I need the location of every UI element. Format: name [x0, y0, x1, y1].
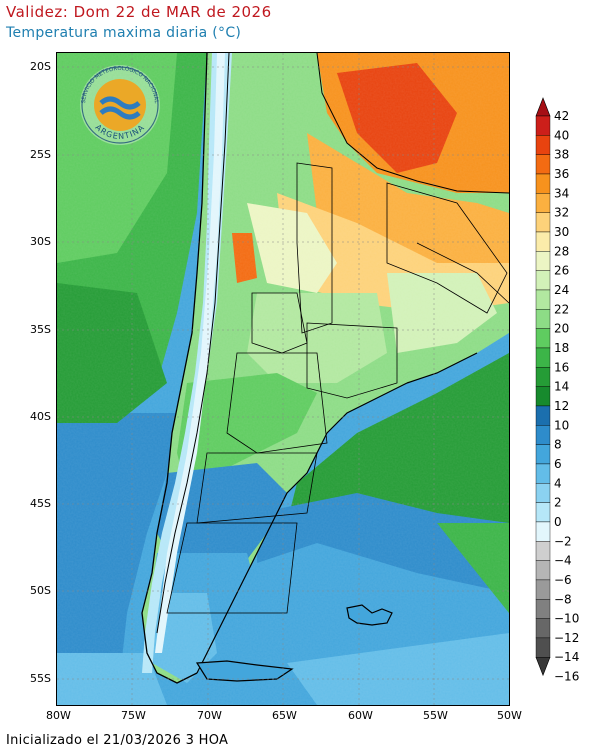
colorbar-swatch: [535, 425, 551, 445]
buenos-aires-coastline: [326, 382, 408, 434]
colorbar-swatch: [535, 618, 551, 639]
colorbar-label: 40: [554, 128, 569, 142]
wave-icon: [99, 96, 141, 110]
colorbar-label: 42: [554, 109, 569, 123]
colorbar-label: 12: [554, 399, 569, 413]
colorbar-swatch: [535, 328, 551, 349]
malvinas-islands: [346, 604, 393, 626]
colorbar-swatch: [535, 231, 551, 252]
bolivia-border: [316, 53, 509, 194]
smn-logo: SERVICIO METEOROLÓGICO NACIONAL ARGENTIN…: [80, 65, 160, 145]
province-borders-7: [166, 522, 298, 614]
lon-label: 70W: [197, 709, 222, 722]
lon-label: 75W: [121, 709, 146, 722]
colorbar-label: −4: [554, 554, 572, 568]
colorbar-swatch: [535, 135, 551, 155]
lat-label: 50S: [30, 584, 51, 597]
lon-label: 80W: [46, 709, 71, 722]
colorbar-swatch: [535, 560, 551, 581]
province-borders-3: [306, 322, 398, 399]
colorbar-swatch: [535, 541, 551, 561]
rio-de-la-plata-coast: [406, 352, 478, 384]
init-footer: Inicializado el 21/03/2026 3 HOA: [6, 733, 229, 748]
colorbar-label: 32: [554, 206, 569, 220]
lat-label: 30S: [30, 235, 51, 248]
colorbar-label: 2: [554, 496, 562, 510]
colorbar-swatch: [535, 154, 551, 175]
colorbar-label: −2: [554, 534, 572, 548]
province-borders-5: [226, 352, 328, 454]
colorbar-swatch: [535, 347, 551, 368]
colorbar-swatch: [535, 289, 551, 310]
colorbar-swatch: [535, 309, 551, 329]
province-borders-2: [251, 292, 308, 354]
paraguay-border: [416, 242, 509, 304]
lat-label: 35S: [30, 323, 51, 336]
atlantic-coastline: [196, 432, 328, 674]
colorbar-swatch: [535, 521, 551, 542]
map-frame: SERVICIO METEOROLÓGICO NACIONAL ARGENTIN…: [56, 52, 510, 706]
colorbar-label: 8: [554, 438, 562, 452]
tierra-del-fuego-island: [195, 660, 294, 682]
colorbar-label: −6: [554, 573, 572, 587]
colorbar-swatch: [535, 502, 551, 523]
colorbar-label: 36: [554, 167, 569, 181]
temperature-map: SERVICIO METEOROLÓGICO NACIONAL ARGENTIN…: [57, 53, 509, 705]
lat-label: 45S: [30, 497, 51, 510]
colorbar-swatch: [535, 173, 551, 194]
lat-label: 40S: [30, 410, 51, 423]
validity-title: Validez: Dom 22 de MAR de 2026: [6, 3, 272, 21]
lon-label: 65W: [272, 709, 297, 722]
lon-label: 50W: [497, 709, 522, 722]
colorbar-swatch: [535, 463, 551, 484]
colorbar-label: 18: [554, 341, 569, 355]
argentina-chile-border: [156, 53, 230, 634]
province-borders-6: [196, 452, 318, 524]
lat-label: 20S: [30, 60, 51, 73]
colorbar-swatch: [535, 212, 551, 233]
colorbar-label: 30: [554, 225, 569, 239]
province-borders-4: [386, 182, 508, 314]
colorbar-swatch: [535, 115, 551, 136]
province-borders-1: [296, 162, 333, 334]
chile-coastline: [141, 53, 208, 684]
map-grid: [57, 53, 509, 705]
colorbar-label: −10: [554, 612, 579, 626]
colorbar-label: 10: [554, 418, 569, 432]
colorbar-label: 0: [554, 515, 562, 529]
colorbar-swatch: [535, 579, 551, 600]
colorbar-label: 38: [554, 148, 569, 162]
colorbar-swatch: [535, 367, 551, 387]
colorbar-label: 34: [554, 186, 569, 200]
colorbar-swatch: [535, 405, 551, 426]
variable-subtitle: Temperatura maxima diaria (°C): [6, 25, 242, 41]
colorbar-top-arrow: [535, 97, 551, 117]
colorbar-label: −14: [554, 650, 579, 664]
colorbar-label: 14: [554, 380, 569, 394]
lat-label: 55S: [30, 672, 51, 685]
colorbar-swatch: [535, 444, 551, 465]
colorbar-label: −16: [554, 670, 579, 684]
lon-label: 55W: [423, 709, 448, 722]
colorbar-label: 16: [554, 360, 569, 374]
colorbar-swatch: [535, 193, 551, 213]
colorbar-label: 20: [554, 322, 569, 336]
colorbar-swatch: [535, 270, 551, 291]
colorbar-swatch: [535, 637, 551, 658]
colorbar-swatch: [535, 483, 551, 503]
colorbar-swatch: [535, 251, 551, 271]
colorbar-label: 26: [554, 264, 569, 278]
lon-label: 60W: [348, 709, 373, 722]
colorbar-label: −8: [554, 592, 572, 606]
colorbar-swatch: [535, 599, 551, 619]
colorbar-label: 4: [554, 476, 562, 490]
colorbar-label: 22: [554, 302, 569, 316]
colorbar-label: 28: [554, 244, 569, 258]
colorbar-label: 6: [554, 457, 562, 471]
lat-label: 25S: [30, 148, 51, 161]
colorbar-swatch: [535, 386, 551, 407]
colorbar-bottom-arrow: [535, 656, 551, 677]
colorbar-label: −12: [554, 631, 579, 645]
colorbar-label: 24: [554, 283, 569, 297]
